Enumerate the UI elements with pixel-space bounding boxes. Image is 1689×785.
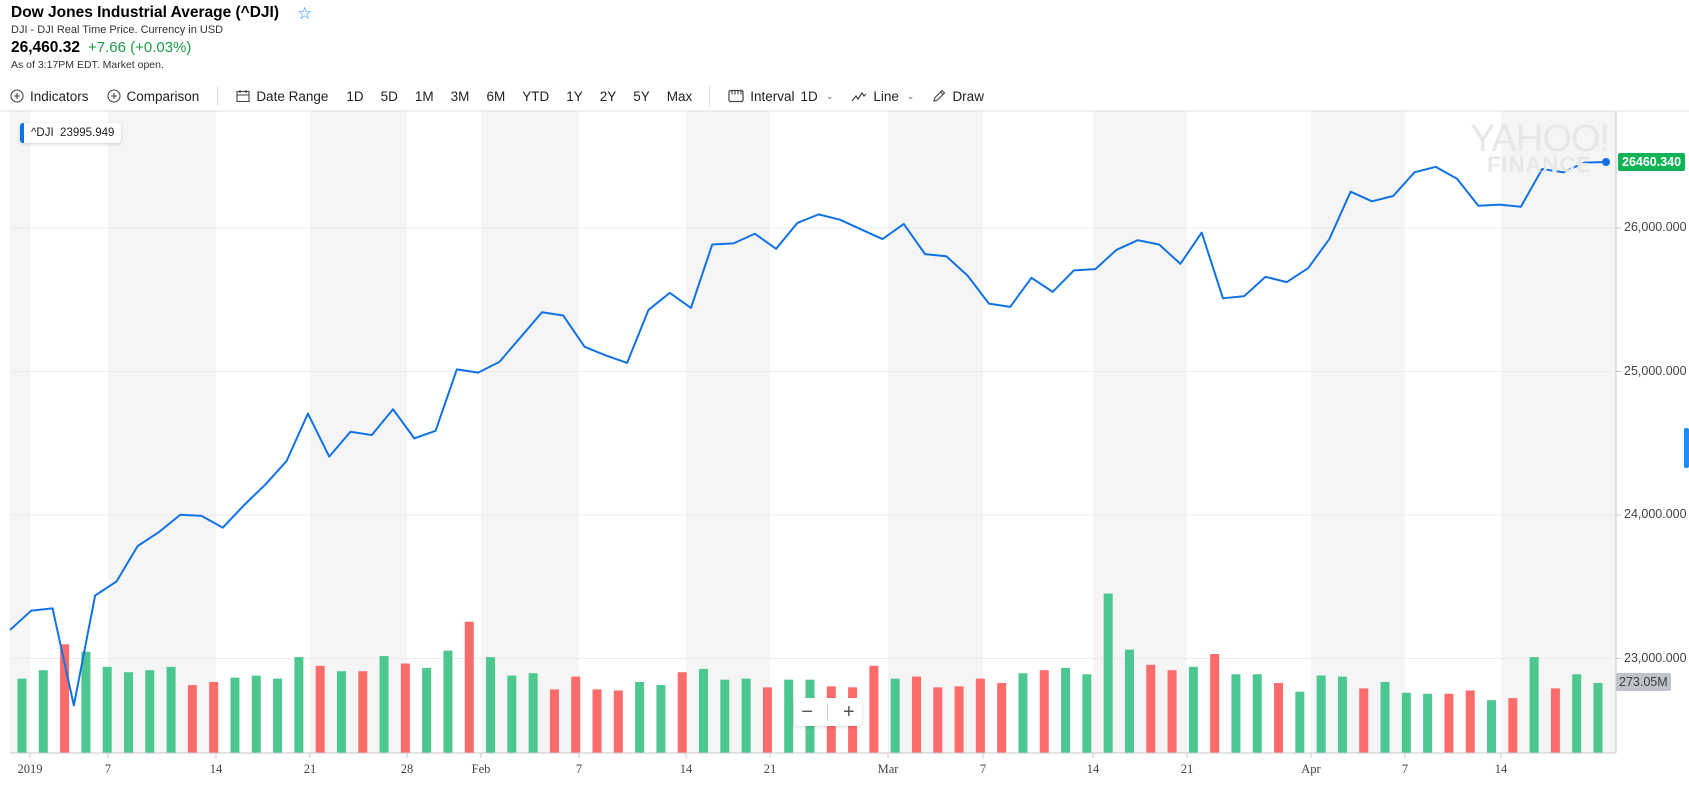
interval-value: 1D [800,88,818,104]
comparison-button[interactable]: Comparison [106,88,200,104]
chart-type-label: Line [873,88,899,104]
range-3m[interactable]: 3M [450,88,470,104]
x-axis-tick-label: 28 [400,762,414,776]
x-axis-tick-label: 21 [1180,762,1194,776]
legend-symbol: ^DJI [31,127,54,139]
yahoo-finance-watermark: YAHOO! FINANCE [1470,118,1610,177]
calendar-icon [236,90,250,103]
range-5y[interactable]: 5Y [633,88,650,104]
zoom-in-button[interactable]: + [843,700,855,723]
market-status: As of 3:17PM EDT. Market open. [11,59,164,71]
zoom-out-button[interactable]: − [801,700,813,723]
date-range-button[interactable]: Date Range [236,89,328,104]
interval-dropdown[interactable]: Interval 1D ⌄ [728,89,833,104]
pencil-icon [933,89,946,102]
x-axis-tick-label: 21 [763,762,777,776]
chart-toolbar: Indicators Comparison Date Range 1D 5D 1… [10,86,1002,106]
indicators-button[interactable]: Indicators [10,89,89,104]
range-1m[interactable]: 1M [414,88,434,104]
x-axis-tick-label: 14 [679,762,693,776]
toolbar-divider [217,86,219,106]
ruler-icon [728,89,744,103]
quote-header: Dow Jones Industrial Average (^DJI) ☆ DJ… [11,4,312,71]
range-2y[interactable]: 2Y [599,88,617,104]
range-1y[interactable]: 1Y [566,88,583,104]
watchlist-star-icon[interactable]: ☆ [297,3,313,23]
draw-button[interactable]: Draw [932,89,984,104]
y-axis-tick-label: 24,000.000 [1624,507,1687,521]
comparison-label: Comparison [126,88,200,104]
current-price: 26,460.32 [11,39,80,56]
date-range-label: Date Range [256,88,329,104]
plus-circle-icon [106,89,121,103]
zoom-divider [827,703,829,721]
draw-label: Draw [952,88,984,104]
plus-circle-icon [10,89,24,103]
x-axis-tick-label: 14 [1086,762,1100,776]
x-axis-tick-label: 7 [1401,762,1409,776]
interval-label: Interval [750,88,795,104]
page-title: Dow Jones Industrial Average (^DJI) [11,4,280,21]
last-price-badge: 26460.340 [1618,153,1686,171]
chevron-down-icon: ⌄ [825,90,834,101]
x-axis-tick-label: 7 [575,762,583,776]
zoom-control: − + [794,698,862,726]
toolbar-divider [709,86,711,106]
range-5d[interactable]: 5D [380,88,398,104]
x-axis-tick-label: 7 [104,762,112,776]
series-legend[interactable]: ^DJI 23995.949 [20,123,122,143]
x-axis-tick-label: 7 [979,762,987,776]
range-6m[interactable]: 6M [486,88,506,104]
legend-value: 23995.949 [60,127,115,139]
x-axis-tick-label: 14 [209,762,223,776]
x-axis-tick-label: Apr [1301,762,1321,776]
range-ytd[interactable]: YTD [522,88,550,104]
range-1d[interactable]: 1D [346,88,364,104]
x-axis-tick-label: 14 [1494,762,1508,776]
indicators-label: Indicators [30,88,89,104]
y-axis-tick-label: 26,000.000 [1624,220,1687,234]
x-axis-tick-label: 2019 [17,762,43,776]
x-axis-tick-label: Mar [877,762,899,776]
y-axis-tick-label: 25,000.000 [1624,363,1687,378]
line-chart-icon [851,91,867,102]
x-axis-tick-label: 21 [303,762,317,776]
range-max[interactable]: Max [666,88,693,104]
volume-badge: 273.05M [1616,673,1671,691]
x-axis-tick-label: Feb [471,762,491,776]
chart-type-dropdown[interactable]: Line ⌄ [851,89,914,104]
scroll-handle[interactable] [1684,428,1689,468]
y-axis-tick-label: 23,000.000 [1624,650,1687,665]
price-change: +7.66 (+0.03%) [87,39,192,56]
chevron-down-icon: ⌄ [906,90,915,101]
quote-subtitle: DJI - DJI Real Time Price. Currency in U… [11,24,224,36]
